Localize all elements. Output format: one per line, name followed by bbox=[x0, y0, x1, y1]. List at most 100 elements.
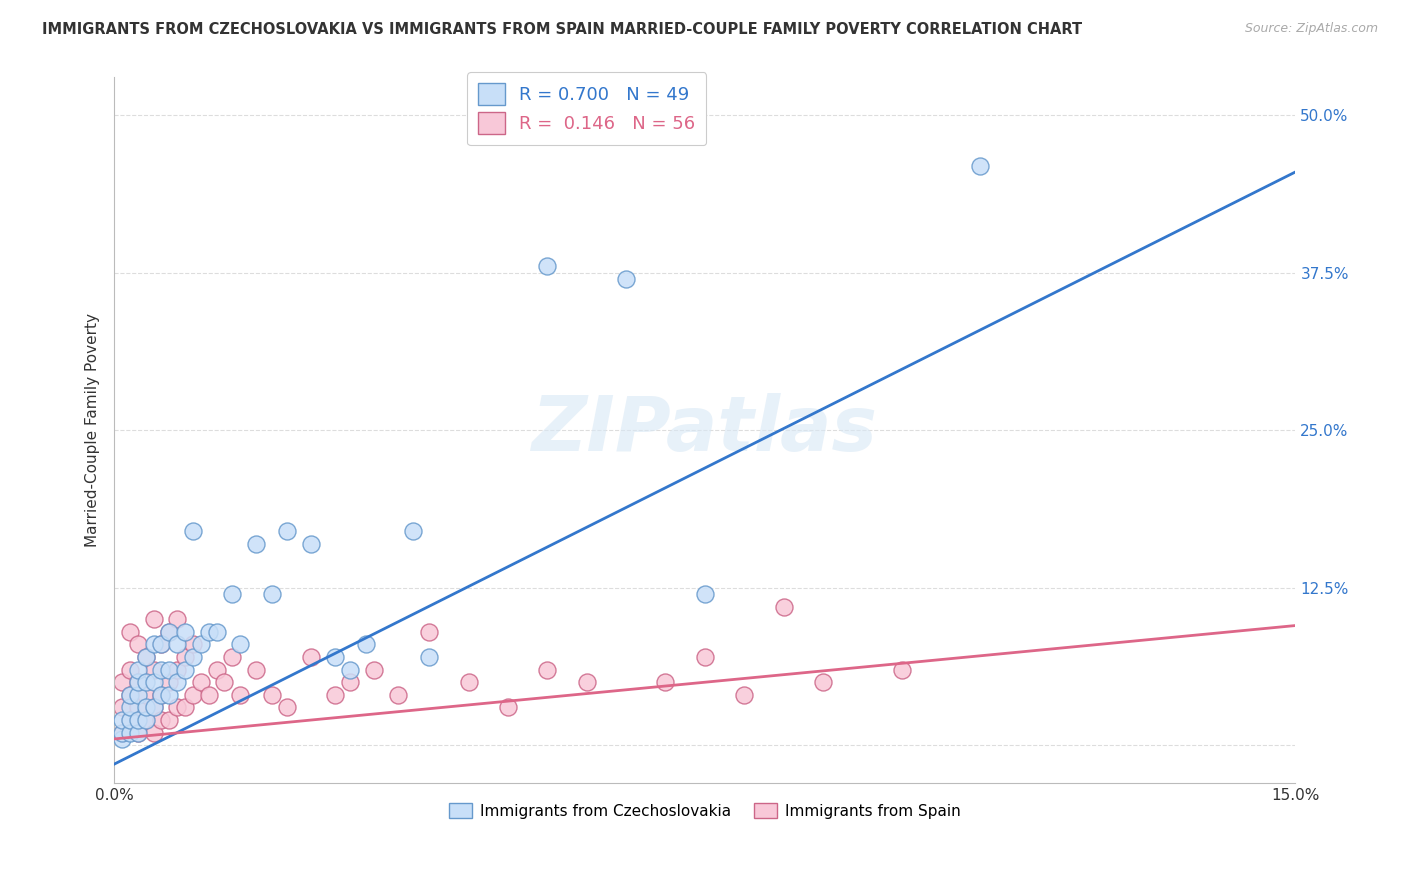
Point bbox=[276, 700, 298, 714]
Point bbox=[127, 725, 149, 739]
Point bbox=[157, 663, 180, 677]
Point bbox=[174, 663, 197, 677]
Point bbox=[135, 713, 157, 727]
Point bbox=[166, 700, 188, 714]
Point bbox=[142, 612, 165, 626]
Point bbox=[127, 663, 149, 677]
Point bbox=[245, 663, 267, 677]
Point bbox=[693, 650, 716, 665]
Point bbox=[150, 637, 173, 651]
Point bbox=[127, 688, 149, 702]
Point bbox=[135, 700, 157, 714]
Point bbox=[299, 536, 322, 550]
Point bbox=[811, 675, 834, 690]
Point bbox=[299, 650, 322, 665]
Point bbox=[142, 700, 165, 714]
Point bbox=[142, 675, 165, 690]
Point bbox=[181, 637, 204, 651]
Point bbox=[260, 587, 283, 601]
Point bbox=[150, 688, 173, 702]
Point bbox=[127, 700, 149, 714]
Point bbox=[127, 637, 149, 651]
Point bbox=[245, 536, 267, 550]
Point bbox=[197, 688, 219, 702]
Point bbox=[614, 272, 637, 286]
Point bbox=[135, 650, 157, 665]
Point bbox=[654, 675, 676, 690]
Point bbox=[174, 650, 197, 665]
Point bbox=[127, 725, 149, 739]
Point bbox=[339, 675, 361, 690]
Point bbox=[150, 663, 173, 677]
Point bbox=[135, 688, 157, 702]
Point bbox=[150, 688, 173, 702]
Point bbox=[157, 688, 180, 702]
Point bbox=[142, 637, 165, 651]
Text: ZIPatlas: ZIPatlas bbox=[531, 393, 877, 467]
Y-axis label: Married-Couple Family Poverty: Married-Couple Family Poverty bbox=[86, 313, 100, 547]
Point bbox=[733, 688, 755, 702]
Point bbox=[418, 650, 440, 665]
Point bbox=[693, 587, 716, 601]
Point bbox=[118, 663, 141, 677]
Point bbox=[118, 688, 141, 702]
Point bbox=[157, 624, 180, 639]
Point bbox=[111, 713, 134, 727]
Point bbox=[174, 624, 197, 639]
Text: IMMIGRANTS FROM CZECHOSLOVAKIA VS IMMIGRANTS FROM SPAIN MARRIED-COUPLE FAMILY PO: IMMIGRANTS FROM CZECHOSLOVAKIA VS IMMIGR… bbox=[42, 22, 1083, 37]
Point bbox=[418, 624, 440, 639]
Point bbox=[197, 624, 219, 639]
Point bbox=[575, 675, 598, 690]
Point bbox=[190, 675, 212, 690]
Point bbox=[181, 650, 204, 665]
Point bbox=[127, 713, 149, 727]
Point bbox=[496, 700, 519, 714]
Point bbox=[205, 624, 228, 639]
Point bbox=[229, 688, 252, 702]
Text: Source: ZipAtlas.com: Source: ZipAtlas.com bbox=[1244, 22, 1378, 36]
Point bbox=[229, 637, 252, 651]
Point bbox=[142, 725, 165, 739]
Point bbox=[536, 260, 558, 274]
Point bbox=[205, 663, 228, 677]
Point bbox=[890, 663, 912, 677]
Point bbox=[111, 731, 134, 746]
Point bbox=[166, 612, 188, 626]
Point bbox=[166, 675, 188, 690]
Point bbox=[221, 587, 243, 601]
Point bbox=[181, 688, 204, 702]
Point bbox=[111, 725, 134, 739]
Point bbox=[142, 700, 165, 714]
Point bbox=[118, 700, 141, 714]
Point bbox=[260, 688, 283, 702]
Point bbox=[536, 663, 558, 677]
Point bbox=[181, 524, 204, 538]
Point bbox=[118, 713, 141, 727]
Point bbox=[190, 637, 212, 651]
Point bbox=[354, 637, 377, 651]
Point bbox=[339, 663, 361, 677]
Point bbox=[135, 650, 157, 665]
Point bbox=[402, 524, 425, 538]
Point bbox=[142, 663, 165, 677]
Point bbox=[276, 524, 298, 538]
Point bbox=[166, 637, 188, 651]
Point bbox=[157, 624, 180, 639]
Point bbox=[111, 700, 134, 714]
Point bbox=[118, 624, 141, 639]
Point bbox=[118, 688, 141, 702]
Point bbox=[118, 725, 141, 739]
Point bbox=[118, 713, 141, 727]
Point bbox=[127, 675, 149, 690]
Point bbox=[969, 159, 991, 173]
Point bbox=[111, 725, 134, 739]
Point bbox=[387, 688, 409, 702]
Point bbox=[135, 675, 157, 690]
Point bbox=[174, 700, 197, 714]
Point bbox=[166, 663, 188, 677]
Legend: Immigrants from Czechoslovakia, Immigrants from Spain: Immigrants from Czechoslovakia, Immigran… bbox=[443, 797, 966, 825]
Point bbox=[772, 599, 794, 614]
Point bbox=[323, 650, 346, 665]
Point bbox=[157, 675, 180, 690]
Point bbox=[323, 688, 346, 702]
